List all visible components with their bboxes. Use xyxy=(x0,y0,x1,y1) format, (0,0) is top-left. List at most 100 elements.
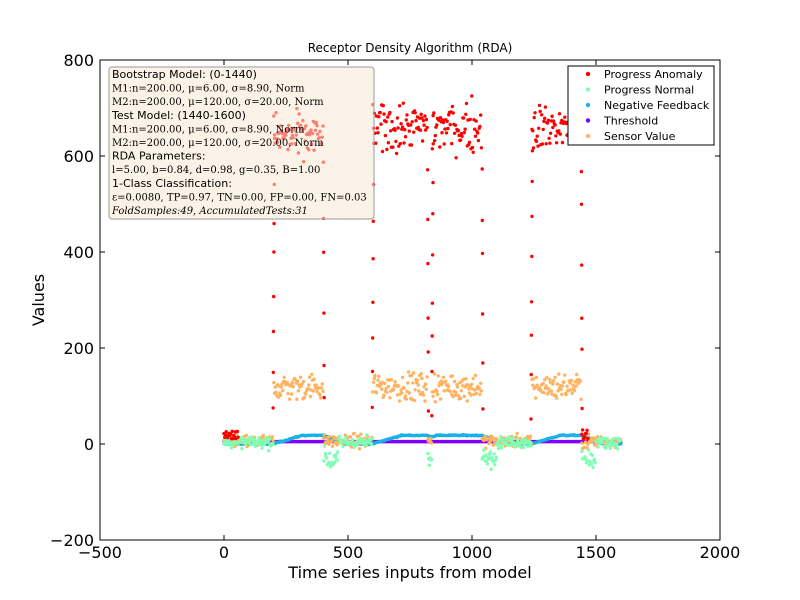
progress-anomaly-point xyxy=(388,110,392,115)
progress-anomaly-point xyxy=(426,316,430,320)
progress-normal-point xyxy=(327,451,332,455)
progress-anomaly-point xyxy=(543,116,547,121)
sensor-value-point xyxy=(417,389,421,393)
progress-anomaly-point xyxy=(456,128,461,133)
progress-normal-point xyxy=(335,458,339,462)
sensor-value-point xyxy=(298,375,303,379)
progress-anomaly-point xyxy=(405,113,409,117)
sensor-value-point xyxy=(314,383,318,387)
sensor-value-point xyxy=(335,443,339,447)
progress-anomaly-point xyxy=(459,132,463,136)
sensor-value-point xyxy=(441,375,446,379)
progress-anomaly-point xyxy=(322,363,326,368)
progress-normal-point xyxy=(253,444,257,448)
progress-anomaly-point xyxy=(530,214,534,219)
sensor-value-point xyxy=(564,392,568,397)
progress-anomaly-point xyxy=(272,294,276,299)
x-tick-label: 0 xyxy=(219,543,229,562)
progress-anomaly-point xyxy=(580,347,584,351)
sensor-value-point xyxy=(452,379,457,384)
progress-anomaly-point xyxy=(230,429,234,433)
progress-anomaly-point xyxy=(236,435,240,439)
progress-anomaly-point xyxy=(530,179,534,184)
sensor-value-point xyxy=(571,383,575,387)
x-axis-label: Time series inputs from model xyxy=(287,563,531,582)
progress-normal-point xyxy=(589,462,594,466)
progress-anomaly-point xyxy=(390,119,394,124)
progress-anomaly-point xyxy=(554,134,558,138)
progress-normal-point xyxy=(336,450,340,454)
progress-normal-point xyxy=(580,449,584,454)
sensor-value-point xyxy=(433,400,437,404)
negative-feedback-point xyxy=(619,442,623,446)
progress-normal-point xyxy=(482,448,486,452)
sensor-value-point xyxy=(393,380,397,384)
progress-anomaly-point xyxy=(426,350,430,354)
sensor-value-point xyxy=(479,389,484,393)
progress-anomaly-point xyxy=(480,251,485,256)
progress-normal-point xyxy=(365,433,369,437)
progress-normal-point xyxy=(247,439,251,443)
progress-anomaly-point xyxy=(414,119,418,123)
sensor-value-point xyxy=(380,387,384,391)
progress-normal-point xyxy=(612,440,616,445)
progress-anomaly-point xyxy=(547,136,551,140)
sensor-value-point xyxy=(429,437,433,441)
progress-anomaly-point xyxy=(391,145,395,149)
progress-normal-point xyxy=(526,444,530,449)
progress-anomaly-point xyxy=(586,436,590,441)
sensor-value-point xyxy=(330,439,334,443)
sensor-value-point xyxy=(272,380,276,385)
sensor-value-point xyxy=(400,391,404,395)
sensor-value-point xyxy=(412,371,416,375)
progress-anomaly-point xyxy=(394,151,399,156)
progress-normal-point xyxy=(493,463,497,467)
sensor-value-point xyxy=(444,379,448,384)
sensor-value-point xyxy=(477,386,481,390)
sensor-value-point xyxy=(569,388,573,392)
legend-marker xyxy=(585,118,591,123)
progress-normal-point xyxy=(325,456,329,460)
progress-normal-point xyxy=(493,458,498,462)
sensor-value-point xyxy=(484,446,488,450)
sensor-value-point xyxy=(437,384,441,388)
progress-anomaly-point xyxy=(458,138,463,142)
progress-anomaly-point xyxy=(450,141,454,146)
sensor-value-point xyxy=(348,435,353,439)
progress-normal-point xyxy=(267,437,272,441)
sensor-value-point xyxy=(448,389,452,393)
annotation-line: M1:n=200.00, μ=6.00, σ=8.90, Norm xyxy=(112,124,305,135)
sensor-value-point xyxy=(429,441,434,445)
sensor-value-point xyxy=(533,385,537,389)
progress-anomaly-point xyxy=(448,122,452,127)
progress-anomaly-point xyxy=(460,134,464,138)
sensor-value-point xyxy=(412,398,417,403)
sensor-value-point xyxy=(382,393,386,397)
progress-normal-point xyxy=(608,446,612,450)
progress-normal-point xyxy=(250,435,254,439)
progress-normal-point xyxy=(362,437,367,442)
sensor-value-point xyxy=(322,436,326,441)
progress-anomaly-point xyxy=(431,212,435,216)
progress-anomaly-point xyxy=(407,129,411,133)
progress-anomaly-point xyxy=(426,409,431,413)
progress-anomaly-point xyxy=(540,113,544,117)
progress-normal-point xyxy=(487,457,491,461)
sensor-value-point xyxy=(419,372,423,376)
sensor-value-point xyxy=(385,390,389,394)
sensor-value-point xyxy=(371,380,376,384)
sensor-value-point xyxy=(330,444,335,448)
progress-anomaly-point xyxy=(412,130,416,134)
progress-anomaly-point xyxy=(548,131,553,135)
progress-anomaly-point xyxy=(542,119,546,124)
progress-anomaly-point xyxy=(540,142,545,146)
sensor-value-point xyxy=(551,382,555,386)
sensor-value-point xyxy=(359,432,363,436)
progress-anomaly-point xyxy=(433,133,437,138)
sensor-value-point xyxy=(453,393,458,397)
progress-anomaly-point xyxy=(378,110,382,115)
sensor-value-point xyxy=(582,445,586,449)
sensor-value-point xyxy=(402,386,406,390)
progress-anomaly-point xyxy=(371,336,375,340)
progress-normal-point xyxy=(243,442,248,446)
